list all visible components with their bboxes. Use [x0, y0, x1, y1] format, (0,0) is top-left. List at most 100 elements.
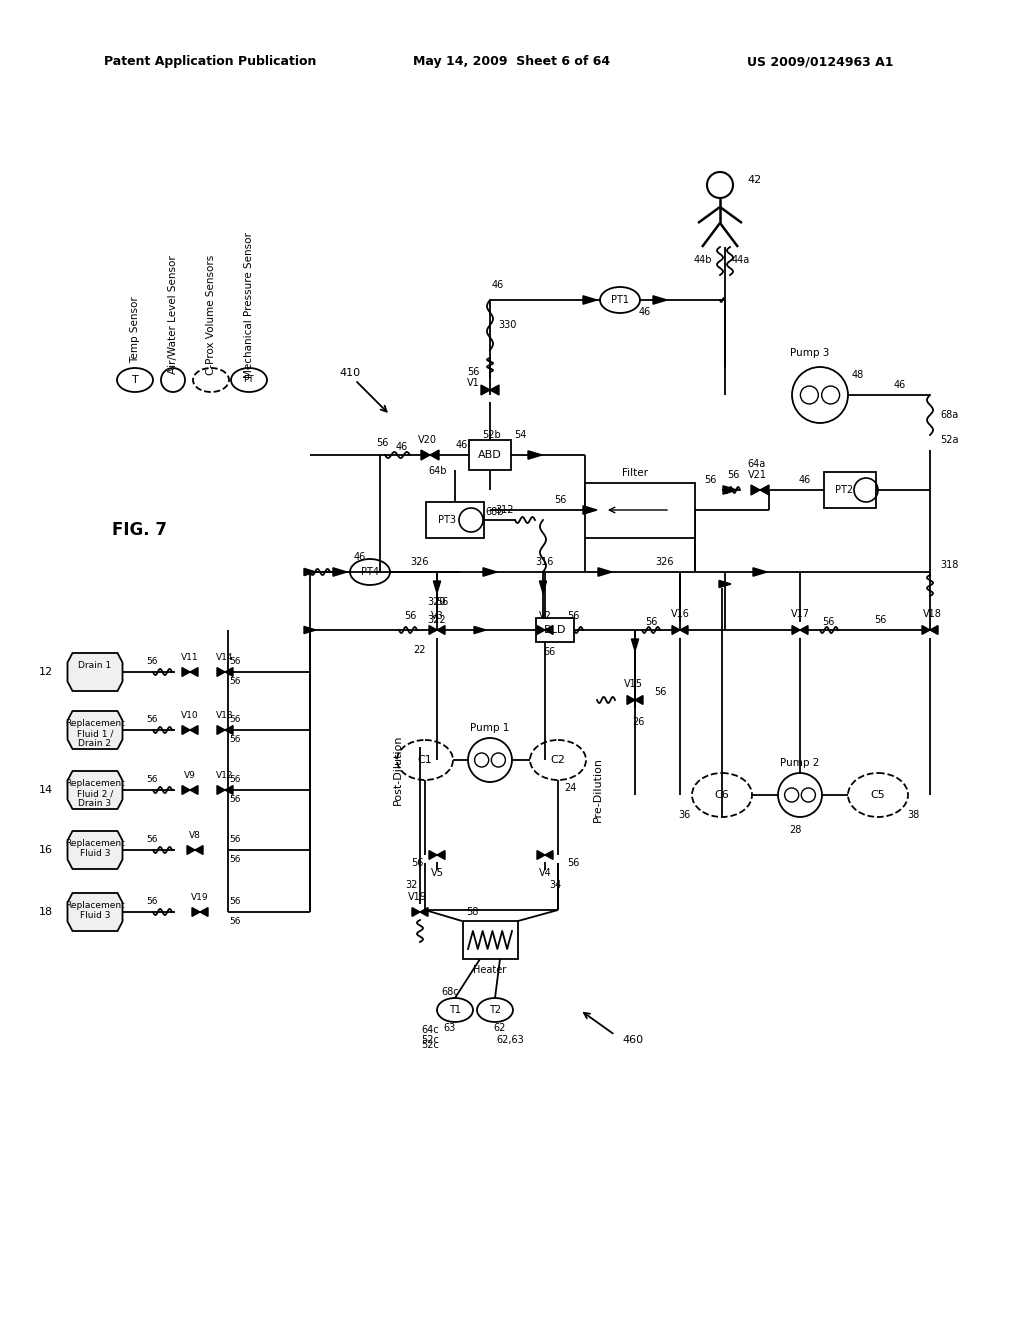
Polygon shape — [753, 568, 767, 577]
Text: V1: V1 — [467, 378, 480, 388]
Polygon shape — [190, 726, 198, 734]
Circle shape — [784, 788, 799, 803]
Text: T2: T2 — [488, 1005, 501, 1015]
Text: 56: 56 — [645, 616, 658, 627]
Text: 52c: 52c — [421, 1040, 439, 1049]
Text: US 2009/0124963 A1: US 2009/0124963 A1 — [746, 55, 893, 69]
Text: 56: 56 — [567, 858, 580, 869]
Circle shape — [492, 752, 506, 767]
Text: 42: 42 — [748, 176, 762, 185]
Text: Replacement: Replacement — [66, 900, 125, 909]
Circle shape — [821, 385, 840, 404]
Text: T1: T1 — [449, 1005, 461, 1015]
Text: 46: 46 — [799, 475, 811, 484]
Text: Temp Sensor: Temp Sensor — [130, 297, 140, 363]
Text: 56: 56 — [229, 677, 241, 686]
Text: PT: PT — [244, 375, 254, 384]
Circle shape — [468, 738, 512, 781]
Circle shape — [778, 774, 822, 817]
Text: FIG. 7: FIG. 7 — [113, 521, 168, 539]
Polygon shape — [68, 894, 123, 931]
Polygon shape — [217, 785, 225, 795]
Polygon shape — [190, 668, 198, 676]
Polygon shape — [598, 568, 612, 577]
Text: 318: 318 — [940, 560, 958, 570]
Text: Mechanical Pressure Sensor: Mechanical Pressure Sensor — [244, 232, 254, 378]
Polygon shape — [430, 450, 439, 459]
Circle shape — [474, 752, 488, 767]
Text: 16: 16 — [39, 845, 53, 855]
Polygon shape — [429, 626, 437, 635]
Polygon shape — [545, 850, 553, 859]
Polygon shape — [719, 581, 731, 587]
Text: V8: V8 — [189, 832, 201, 841]
Polygon shape — [421, 450, 430, 459]
Text: 56: 56 — [822, 616, 835, 627]
Text: 56: 56 — [229, 855, 241, 865]
Text: 56: 56 — [229, 657, 241, 667]
Text: 32: 32 — [406, 880, 418, 890]
Polygon shape — [68, 653, 123, 690]
Text: PT1: PT1 — [611, 294, 629, 305]
Text: 36: 36 — [678, 810, 690, 820]
Text: 68c: 68c — [441, 987, 459, 997]
Polygon shape — [483, 568, 497, 577]
Text: Air/Water Level Sensor: Air/Water Level Sensor — [168, 256, 178, 375]
Polygon shape — [429, 850, 437, 859]
Polygon shape — [190, 785, 198, 795]
Polygon shape — [537, 850, 545, 859]
Text: 48: 48 — [852, 370, 864, 380]
Text: 56: 56 — [229, 735, 241, 744]
Text: V4: V4 — [539, 869, 551, 878]
Text: V17: V17 — [791, 609, 810, 619]
Text: T: T — [132, 375, 138, 385]
Polygon shape — [930, 626, 938, 635]
Text: Drain 2: Drain 2 — [79, 739, 112, 748]
Text: 56: 56 — [404, 611, 417, 620]
Text: V15: V15 — [624, 678, 642, 689]
Polygon shape — [653, 296, 667, 304]
Text: V14: V14 — [216, 653, 233, 663]
Text: 14: 14 — [39, 785, 53, 795]
Text: 62: 62 — [494, 1023, 506, 1034]
Bar — [824, 473, 876, 508]
Text: 46: 46 — [456, 440, 468, 450]
Polygon shape — [412, 908, 420, 916]
Text: 46: 46 — [354, 552, 367, 562]
Text: Heater: Heater — [473, 965, 507, 975]
Text: 56: 56 — [229, 917, 241, 927]
Polygon shape — [304, 627, 316, 634]
Text: 56: 56 — [653, 686, 667, 697]
Text: Post-Dilution: Post-Dilution — [393, 735, 403, 805]
Text: 56: 56 — [411, 858, 423, 869]
Text: V21: V21 — [748, 470, 767, 480]
Text: 46: 46 — [639, 308, 651, 317]
Polygon shape — [490, 385, 499, 395]
Polygon shape — [635, 696, 643, 705]
Text: V5: V5 — [430, 869, 443, 878]
Text: V11: V11 — [181, 653, 199, 663]
Text: Pre-Dilution: Pre-Dilution — [593, 758, 603, 822]
Polygon shape — [583, 296, 597, 304]
Polygon shape — [627, 696, 635, 705]
Polygon shape — [437, 626, 445, 635]
Text: 46: 46 — [396, 442, 409, 451]
Text: 44a: 44a — [732, 255, 751, 265]
Text: C6: C6 — [715, 789, 729, 800]
Polygon shape — [583, 506, 597, 515]
Text: V20: V20 — [418, 436, 436, 445]
Text: V19: V19 — [408, 892, 426, 902]
Text: 34: 34 — [549, 880, 561, 890]
Text: C5: C5 — [870, 789, 886, 800]
Text: 56: 56 — [468, 367, 480, 378]
Text: Patent Application Publication: Patent Application Publication — [103, 55, 316, 69]
Text: 58: 58 — [466, 907, 478, 917]
Polygon shape — [187, 846, 195, 854]
Polygon shape — [68, 711, 123, 748]
Text: 326: 326 — [655, 557, 674, 568]
Text: 460: 460 — [622, 1035, 643, 1045]
Text: 46: 46 — [894, 380, 906, 389]
Polygon shape — [537, 626, 545, 635]
Circle shape — [792, 367, 848, 422]
Polygon shape — [792, 626, 800, 635]
